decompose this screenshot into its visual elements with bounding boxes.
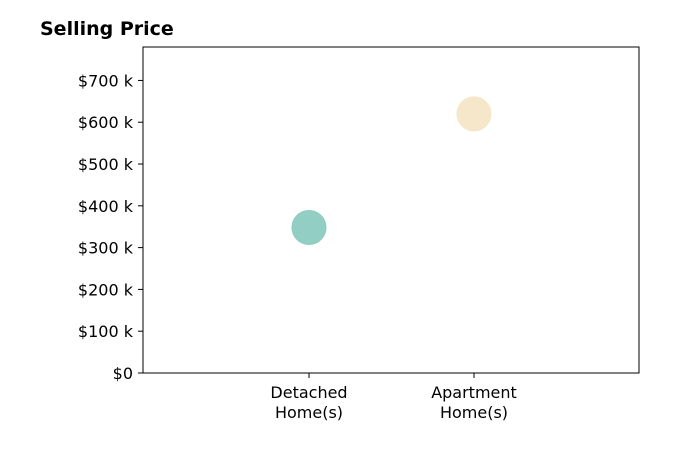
plot-frame bbox=[142, 46, 640, 374]
x-axis: Detached Home(s) Apartment Home(s) bbox=[270, 373, 517, 422]
x-tick-label: Apartment Home(s) bbox=[431, 383, 517, 422]
y-tick-label: $100 k bbox=[78, 322, 134, 341]
data-point bbox=[291, 210, 327, 246]
x-tick-label: Detached Home(s) bbox=[270, 383, 347, 422]
data-points bbox=[291, 96, 492, 246]
y-tick-label: $500 k bbox=[78, 155, 134, 174]
chart-title: Selling Price bbox=[40, 18, 174, 40]
y-tick-label: $300 k bbox=[78, 239, 134, 258]
y-tick-label: $200 k bbox=[78, 280, 134, 299]
data-point bbox=[456, 96, 492, 132]
y-tick-label: $600 k bbox=[78, 113, 134, 132]
y-tick-label: $0 bbox=[113, 364, 133, 383]
y-tick-label: $700 k bbox=[78, 71, 134, 90]
y-axis: $0 $100 k $200 k $300 k $400 k $500 k $600 k $7… bbox=[78, 71, 143, 383]
y-tick-label: $400 k bbox=[78, 197, 134, 216]
